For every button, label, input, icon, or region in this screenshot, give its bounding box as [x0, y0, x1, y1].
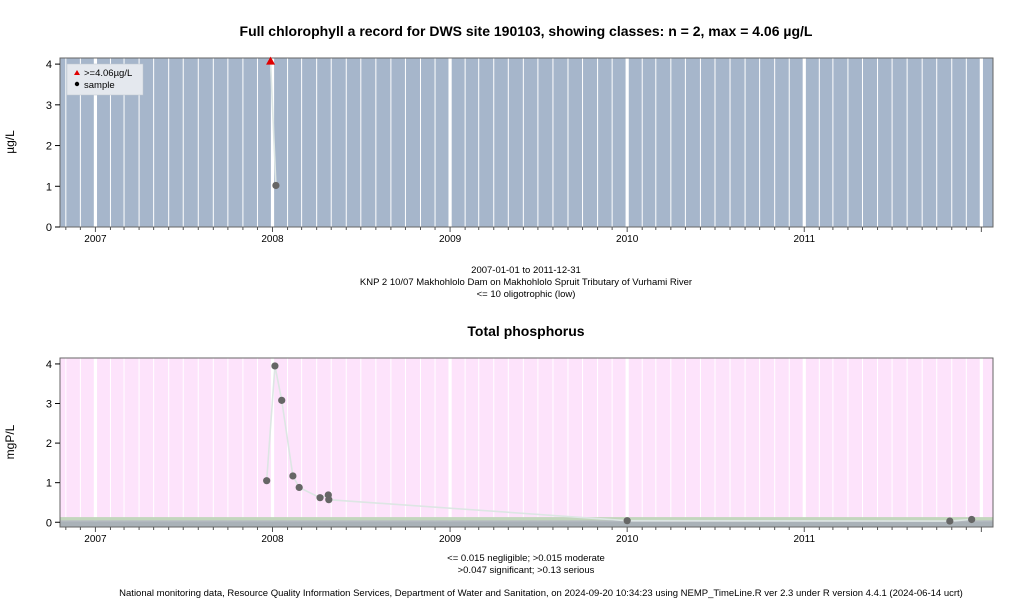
x-tick-label: 2011 [794, 234, 816, 245]
y-axis: 0 1 2 3 4 [46, 59, 60, 234]
data-point [272, 181, 280, 190]
data-point [316, 494, 324, 502]
y-tick-label: 3 [46, 399, 52, 411]
x-tick-label: 2007 [84, 534, 107, 545]
series-points [266, 56, 280, 190]
data-point [325, 496, 333, 504]
series-points [263, 362, 976, 525]
y-axis-label: mgP/L [3, 424, 17, 459]
grid-lines [65, 358, 983, 527]
data-point [968, 515, 976, 524]
legend-label: >=4.06µg/L [84, 68, 132, 79]
y-tick-label: 2 [46, 438, 52, 450]
plot-area [60, 58, 993, 227]
series-line [269, 61, 277, 186]
site-description-note: KNP 2 10/07 Makhohlolo Dam on Makhohlolo… [360, 277, 692, 288]
x-tick-label: 2008 [261, 534, 284, 545]
y-axis-label: µg/L [3, 130, 17, 154]
y-tick-label: 2 [46, 141, 52, 153]
data-point [278, 396, 286, 404]
class-note: >0.047 significant; >0.13 serious [458, 565, 595, 576]
x-tick-label: 2007 [84, 234, 107, 245]
y-tick-label: 1 [46, 181, 52, 193]
x-axis: 2007 2008 2009 2010 2011 [65, 527, 982, 545]
y-tick-label: 0 [46, 222, 52, 234]
data-point [263, 477, 271, 485]
class-note: <= 10 oligotrophic (low) [477, 289, 576, 300]
plot-area [60, 358, 993, 527]
y-tick-label: 0 [46, 517, 52, 529]
legend-triangle-icon [74, 70, 80, 75]
footer-credit: National monitoring data, Resource Quali… [119, 588, 963, 599]
data-point [289, 472, 297, 480]
date-range-note: 2007-01-01 to 2011-12-31 [471, 265, 581, 276]
data-point [295, 483, 303, 492]
x-tick-label: 2009 [439, 234, 462, 245]
data-point [946, 517, 954, 525]
class-band [60, 517, 993, 521]
legend: >=4.06µg/L sample [66, 63, 144, 96]
x-tick-label: 2010 [616, 534, 639, 545]
chart-title: Total phosphorus [467, 323, 584, 339]
x-tick-label: 2008 [261, 234, 284, 245]
class-note: <= 0.015 negligible; >0.015 moderate [447, 553, 605, 564]
y-tick-label: 4 [46, 59, 52, 71]
plot-border [59, 357, 994, 528]
y-tick-label: 4 [46, 359, 52, 371]
x-tick-label: 2011 [794, 534, 816, 545]
chart-title: Full chlorophyll a record for DWS site 1… [240, 23, 813, 39]
class-band [60, 521, 993, 527]
class-bands [60, 517, 993, 527]
y-tick-label: 3 [46, 100, 52, 112]
x-tick-label: 2009 [439, 534, 462, 545]
data-point-flagged [266, 56, 276, 65]
x-axis: 2007 2008 2009 2010 2011 [65, 227, 982, 245]
data-point [271, 362, 279, 370]
y-axis: 0 1 2 3 4 [46, 359, 60, 529]
class-band [60, 520, 993, 522]
plot-border [59, 57, 994, 228]
y-tick-label: 1 [46, 478, 52, 490]
series-line-path [269, 61, 277, 186]
data-point [623, 517, 631, 525]
legend-box [66, 63, 144, 96]
legend-label: sample [84, 80, 115, 91]
x-tick-label: 2010 [616, 234, 639, 245]
legend-circle-icon [74, 81, 80, 87]
